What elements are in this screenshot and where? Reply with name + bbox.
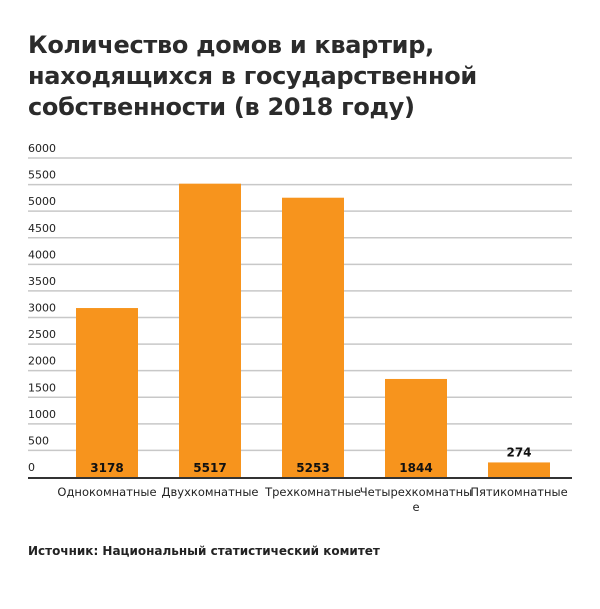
- y-tick-label: 1000: [28, 408, 56, 421]
- x-tick-label: Трехкомнатные: [264, 485, 361, 499]
- bar-4: [385, 378, 447, 477]
- data-label: 1844: [399, 461, 432, 475]
- y-tick-label: 0: [28, 461, 35, 474]
- y-tick-label: 500: [28, 434, 49, 447]
- y-tick-label: 5500: [28, 169, 56, 182]
- y-tick-label: 4000: [28, 248, 56, 261]
- y-tick-label: 2500: [28, 328, 56, 341]
- y-tick-label: 6000: [28, 142, 56, 155]
- data-label: 5253: [296, 461, 329, 475]
- x-tick-label: Пятикомнатные: [470, 485, 567, 499]
- bar-2: [179, 183, 241, 477]
- data-label: 274: [506, 445, 531, 459]
- bar-5: [488, 462, 550, 477]
- y-tick-label: 3500: [28, 275, 56, 288]
- data-label: 5517: [193, 461, 226, 475]
- bar-1: [76, 308, 138, 477]
- y-tick-label: 2000: [28, 355, 56, 368]
- data-label: 3178: [90, 461, 123, 475]
- y-tick-label: 3000: [28, 302, 56, 315]
- x-tick-label: Двухкомнатные: [162, 485, 259, 499]
- x-tick-label: Четырехкомнатны: [360, 485, 472, 499]
- y-tick-label: 1500: [28, 381, 56, 394]
- y-tick-label: 4500: [28, 222, 56, 235]
- bar-3: [282, 197, 344, 477]
- source-note: Источник: Национальный статистический ко…: [28, 544, 380, 558]
- y-tick-label: 5000: [28, 195, 56, 208]
- x-tick-label: Однокомнатные: [57, 485, 156, 499]
- chart-title: Количество домов и квартир, находящихся …: [28, 31, 477, 121]
- x-tick-label-wrap: е: [412, 500, 419, 514]
